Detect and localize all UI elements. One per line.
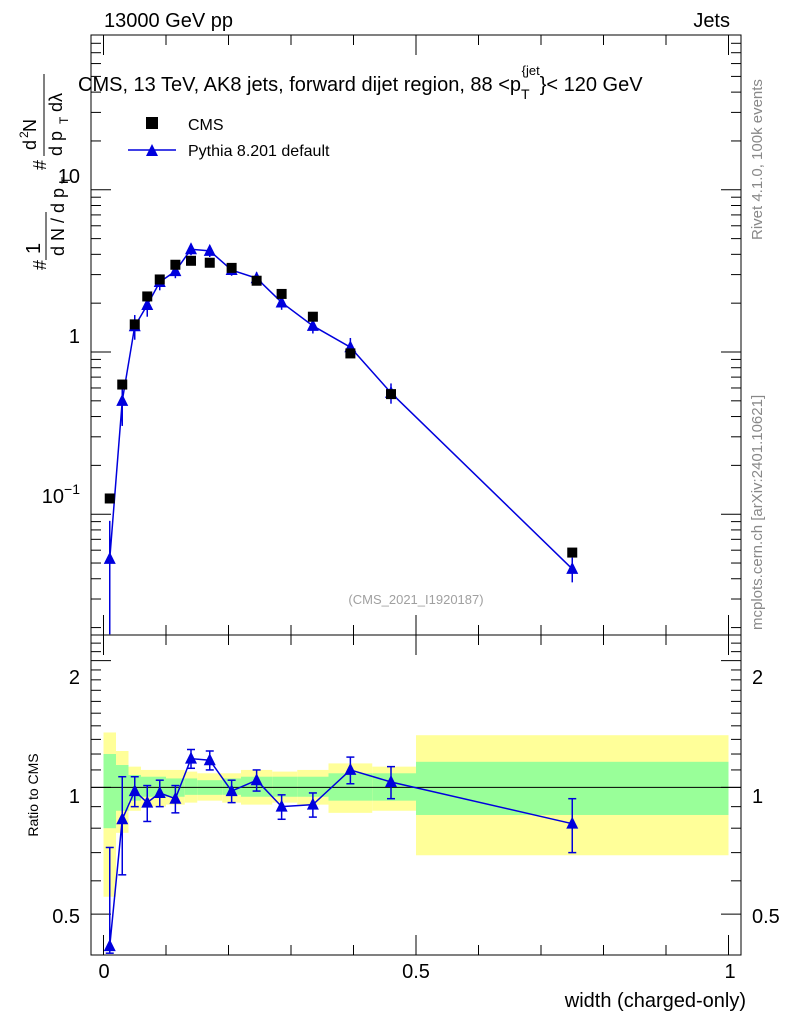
legend-pythia-label: Pythia 8.201 default (188, 143, 330, 160)
pythia-point-6 (185, 242, 197, 255)
pythia-point-14 (566, 561, 579, 574)
svg-text:1: 1 (23, 243, 45, 254)
cms-point-8 (226, 262, 237, 273)
legend-cms-marker (146, 117, 158, 129)
ratio-point-14 (566, 816, 579, 829)
cms-point-12 (345, 348, 356, 359)
cms-point-1 (117, 379, 128, 390)
ratio-point-2 (128, 784, 141, 797)
ratio-y-tick-2-right: 2 (752, 667, 763, 689)
svg-text:T: T (57, 116, 71, 124)
cms-point-6 (186, 255, 196, 266)
pythia-point-10 (275, 295, 288, 308)
ratio-point-7 (203, 753, 216, 766)
cms-point-9 (251, 275, 262, 286)
cms-point-13 (386, 389, 396, 400)
svg-text:#: # (30, 160, 50, 170)
pythia-point-1 (116, 393, 129, 406)
analysis-tag: (CMS_2021_I1920187) (348, 592, 483, 607)
y-tick-label-10: 10 (58, 166, 80, 188)
pythia-point-5 (169, 264, 182, 277)
cms-point-11 (307, 311, 318, 322)
svg-text:d N / d p: d N / d p (48, 188, 68, 256)
ratio-point-5 (169, 791, 182, 804)
main-y-axis-label: # 1 d N / d p T # d 2 N d p T dλ (17, 74, 73, 270)
legend-pythia-marker (146, 144, 158, 156)
ratio-y-tick-0-5: 0.5 (52, 906, 80, 928)
ratio-point-12 (344, 762, 357, 775)
svg-text:N: N (20, 119, 40, 132)
band-inner-10 (272, 776, 298, 797)
beam-label: 13000 GeV pp (104, 10, 233, 32)
cms-point-2 (129, 319, 140, 330)
svg-text:d p: d p (46, 131, 66, 156)
ratio-y-axis-label: Ratio to CMS (25, 753, 41, 836)
ratio-point-1 (116, 812, 129, 825)
cms-point-10 (276, 288, 287, 299)
pythia-series (103, 242, 579, 635)
ratio-y-tick-0-5-right: 0.5 (752, 906, 780, 928)
cms-point-14 (567, 547, 578, 558)
band-inner-11 (297, 776, 329, 797)
svg-text:#: # (30, 260, 50, 270)
svg-text:2: 2 (17, 131, 31, 138)
x-tick-label-0-5: 0.5 (402, 961, 430, 983)
rivet-version-label: Rivet 4.1.0, 100k events (749, 79, 766, 240)
y-tick-label-0-1: 10−1 (42, 481, 80, 508)
ratio-y-tick-2: 2 (69, 667, 80, 689)
cms-point-5 (170, 259, 181, 270)
band-inner-6 (184, 778, 198, 795)
pythia-point-0 (103, 551, 116, 564)
axis-ticks (91, 34, 741, 955)
ratio-series (103, 748, 579, 954)
cms-point-7 (204, 257, 215, 268)
ratio-uncertainty-bands (103, 732, 729, 897)
x-axis-label: width (charged-only) (564, 990, 746, 1012)
ratio-point-3 (141, 795, 154, 808)
svg-text:dλ: dλ (46, 93, 66, 112)
svg-text:d: d (20, 140, 40, 150)
cms-point-3 (142, 291, 153, 302)
pythia-point-11 (306, 318, 319, 331)
cms-point-4 (154, 274, 165, 285)
ratio-y-tick-1-right: 1 (752, 786, 763, 808)
pythia-point-7 (203, 243, 216, 256)
cms-series (104, 255, 578, 558)
category-label: Jets (693, 10, 730, 32)
pythia-line (109, 248, 573, 570)
x-tick-label-1: 1 (724, 961, 735, 983)
ratio-point-4 (153, 785, 166, 798)
ratio-point-9 (250, 773, 263, 786)
plot-title: CMS, 13 TeV, AK8 jets, forward dijet reg… (78, 63, 643, 102)
svg-text:T: T (59, 176, 73, 184)
legend-cms-label: CMS (188, 117, 224, 134)
x-tick-label-0: 0 (98, 961, 109, 983)
ratio-point-11 (306, 797, 319, 810)
ratio-point-6 (185, 751, 197, 764)
cms-point-0 (104, 493, 115, 504)
ratio-y-tick-1: 1 (69, 786, 80, 808)
ratio-point-8 (225, 784, 238, 797)
ratio-point-0 (103, 939, 116, 952)
ratio-point-10 (275, 799, 288, 812)
band-inner-0 (103, 754, 116, 829)
ratio-point-13 (385, 774, 397, 787)
source-label: mcplots.cern.ch [arXiv:2401.10621] (749, 395, 766, 630)
pythia-point-3 (141, 297, 154, 310)
y-tick-label-1: 1 (69, 326, 80, 348)
